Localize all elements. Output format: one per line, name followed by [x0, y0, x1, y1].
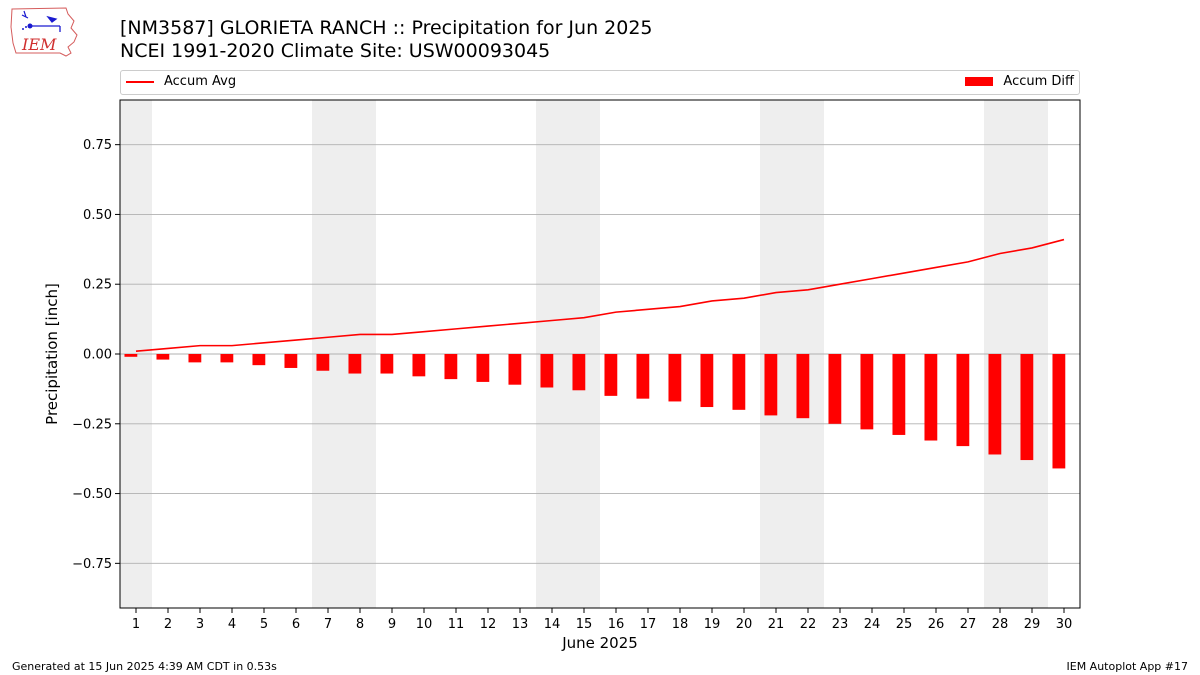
- accum-diff-bar-21: [764, 354, 778, 416]
- x-tick-label: 14: [544, 617, 561, 632]
- gridlines: [120, 144, 1080, 564]
- accum-diff-bar-18: [668, 354, 682, 402]
- x-tick-label: 1: [132, 617, 140, 632]
- accum-diff-bar-12: [476, 354, 490, 382]
- legend-bar-swatch: [965, 77, 994, 86]
- accum-diff-bar-17: [636, 354, 650, 399]
- accum-diff-bar-30: [1052, 354, 1066, 469]
- accum-diff-bar-29: [1020, 354, 1034, 461]
- y-axis-label: Precipitation [inch]: [43, 283, 61, 425]
- accum-diff-bar-26: [924, 354, 938, 441]
- x-tick-label: 23: [832, 617, 849, 632]
- legend-label-accum-diff: Accum Diff: [1003, 74, 1074, 89]
- accum-diff-bar-27: [956, 354, 970, 447]
- accum-diff-bars: [124, 354, 1066, 469]
- x-tick-label: 13: [512, 617, 529, 632]
- accum-diff-bar-28: [988, 354, 1002, 455]
- svg-text:IEM: IEM: [21, 35, 57, 54]
- accum-diff-bar-9: [380, 354, 394, 374]
- legend-item-accum-diff: Accum Diff: [965, 74, 1074, 89]
- accum-diff-bar-15: [572, 354, 586, 391]
- x-tick-label: 15: [576, 617, 593, 632]
- accum-diff-bar-1: [124, 354, 138, 357]
- accum-diff-bar-11: [444, 354, 458, 380]
- accum-diff-bar-23: [828, 354, 842, 424]
- accum-diff-bar-10: [412, 354, 426, 377]
- x-tick-label: 4: [228, 617, 236, 632]
- y-axis-ticks: −0.75 −0.50 −0.25 0.00 0.25 0.50 0.75: [72, 138, 120, 572]
- chart-subtitle: NCEI 1991-2020 Climate Site: USW00093045: [120, 40, 551, 62]
- x-tick-label: 28: [992, 617, 1009, 632]
- footer-generated: Generated at 15 Jun 2025 4:39 AM CDT in …: [12, 660, 277, 673]
- x-tick-label: 16: [608, 617, 625, 632]
- x-tick-label: 10: [416, 617, 433, 632]
- y-tick-label: 0.50: [83, 208, 112, 223]
- y-tick-label: 0.00: [83, 348, 112, 363]
- accum-diff-bar-5: [252, 354, 266, 366]
- legend: Accum Avg Accum Diff: [120, 70, 1080, 95]
- accum-avg-line: [135, 238, 1065, 353]
- legend-line-swatch: [126, 80, 154, 83]
- y-tick-label: −0.50: [72, 487, 112, 502]
- accum-diff-bar-14: [540, 354, 554, 388]
- x-tick-label: 25: [896, 617, 913, 632]
- legend-item-accum-avg: Accum Avg: [126, 74, 236, 89]
- x-tick-label: 29: [1024, 617, 1041, 632]
- accum-diff-bar-4: [220, 354, 234, 363]
- x-tick-label: 20: [736, 617, 753, 632]
- y-tick-label: −0.75: [72, 557, 112, 572]
- x-tick-label: 2: [164, 617, 172, 632]
- accum-diff-bar-13: [508, 354, 522, 385]
- x-tick-label: 30: [1056, 617, 1073, 632]
- y-tick-label: 0.75: [83, 138, 112, 153]
- x-tick-label: 7: [324, 617, 332, 632]
- iem-logo: IEM: [10, 7, 78, 57]
- accum-diff-bar-8: [348, 354, 362, 374]
- x-tick-label: 8: [356, 617, 364, 632]
- accum-diff-bar-20: [732, 354, 746, 410]
- accum-diff-bar-16: [604, 354, 618, 396]
- accum-diff-bar-7: [316, 354, 330, 371]
- legend-label-accum-avg: Accum Avg: [164, 74, 237, 89]
- x-tick-label: 21: [768, 617, 785, 632]
- footer-app: IEM Autoplot App #17: [1066, 660, 1189, 673]
- x-tick-label: 11: [448, 617, 465, 632]
- accum-diff-bar-24: [860, 354, 874, 430]
- x-tick-label: 22: [800, 617, 817, 632]
- y-tick-label: 0.25: [83, 278, 112, 293]
- accum-diff-bar-22: [796, 354, 810, 419]
- x-axis-ticks: 1 2 3 4 5 6 7 8 9 10 11 12 13 14 15 16 17 18 19 20 21 22 23 24 2…: [132, 608, 1072, 632]
- chart-title: [NM3587] GLORIETA RANCH :: Precipitation…: [120, 17, 653, 39]
- x-tick-label: 5: [260, 617, 268, 632]
- accum-diff-bar-6: [284, 354, 298, 368]
- x-tick-label: 24: [864, 617, 881, 632]
- x-tick-label: 3: [196, 617, 204, 632]
- x-tick-label: 27: [960, 617, 977, 632]
- accum-diff-bar-2: [156, 354, 170, 360]
- accum-diff-bar-25: [892, 354, 906, 435]
- x-tick-label: 6: [292, 617, 300, 632]
- accum-diff-bar-3: [188, 354, 202, 363]
- x-tick-label: 17: [640, 617, 657, 632]
- x-tick-label: 19: [704, 617, 721, 632]
- y-tick-label: −0.25: [72, 417, 112, 432]
- accum-diff-bar-19: [700, 354, 714, 408]
- x-tick-label: 12: [480, 617, 497, 632]
- x-tick-label: 26: [928, 617, 945, 632]
- x-tick-label: 9: [388, 617, 396, 632]
- x-axis-label: June 2025: [562, 634, 638, 652]
- x-tick-label: 18: [672, 617, 689, 632]
